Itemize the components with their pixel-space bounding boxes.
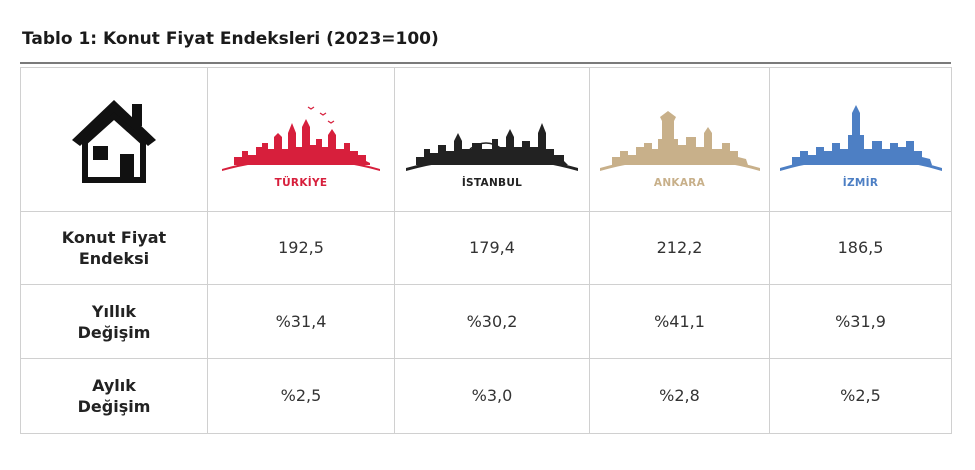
value-cell: %3,0	[394, 358, 590, 434]
row-label-text: Yıllık Değişim	[77, 301, 151, 342]
title-divider	[20, 62, 951, 64]
value-cell: 179,4	[394, 211, 590, 285]
city-name-istanbul: İSTANBUL	[461, 177, 523, 189]
value-text: 212,2	[656, 238, 703, 257]
header-city-turkiye: TÜRKİYE	[207, 67, 395, 212]
row-label: Yıllık Değişim	[20, 284, 208, 359]
value-cell: 212,2	[589, 211, 770, 285]
value-text: %31,4	[275, 311, 327, 331]
house-icon	[72, 99, 156, 183]
value-text: 192,5	[278, 238, 324, 257]
value-cell: %2,5	[769, 358, 952, 434]
city-name-turkiye: TÜRKİYE	[274, 177, 328, 189]
row-label-text: Konut Fiyat Endeksi	[61, 228, 167, 268]
value-cell: %30,2	[394, 284, 590, 359]
value-text: %2,8	[659, 386, 700, 405]
turkiye-skyline-icon	[222, 106, 380, 171]
city-name-izmir: İZMİR	[842, 177, 879, 189]
value-text: 179,4	[469, 238, 515, 257]
ankara-skyline-icon	[599, 111, 760, 171]
value-cell: %31,9	[769, 284, 952, 359]
value-text: %3,0	[471, 386, 513, 405]
table-title: Tablo 1: Konut Fiyat Endeksleri (2023=10…	[22, 29, 439, 49]
header-house-cell	[20, 67, 208, 212]
value-cell: 186,5	[769, 211, 952, 285]
istanbul-skyline-icon	[406, 123, 578, 171]
value-cell: 192,5	[207, 211, 395, 285]
table-header-row: TÜRKİYE İSTANBUL ANKARA	[20, 67, 952, 212]
row-label-text: Aylık Değişim	[77, 376, 151, 416]
izmir-skyline-icon	[779, 105, 942, 171]
value-text: 186,5	[837, 238, 884, 257]
header-city-izmir: İZMİR	[769, 67, 952, 212]
table-row: Yıllık Değişim %31,4 %30,2 %41,1 %31,9	[20, 284, 952, 359]
row-label: Aylık Değişim	[20, 358, 208, 434]
value-cell: %41,1	[589, 284, 770, 359]
value-text: %31,9	[835, 311, 886, 331]
row-label: Konut Fiyat Endeksi	[20, 211, 208, 285]
value-cell: %31,4	[207, 284, 395, 359]
city-name-ankara: ANKARA	[653, 177, 706, 189]
value-text: %30,2	[466, 311, 518, 331]
value-text: %2,5	[840, 386, 881, 405]
table-row: Aylık Değişim %2,5 %3,0 %2,8 %2,5	[20, 358, 952, 434]
value-cell: %2,8	[589, 358, 770, 434]
value-text: %2,5	[280, 386, 322, 405]
house-price-index-table: TÜRKİYE İSTANBUL ANKARA	[20, 67, 952, 434]
header-city-ankara: ANKARA	[589, 67, 770, 212]
value-text: %41,1	[654, 311, 705, 331]
value-cell: %2,5	[207, 358, 395, 434]
table-row: Konut Fiyat Endeksi 192,5 179,4 212,2 18…	[20, 211, 952, 285]
header-city-istanbul: İSTANBUL	[394, 67, 590, 212]
